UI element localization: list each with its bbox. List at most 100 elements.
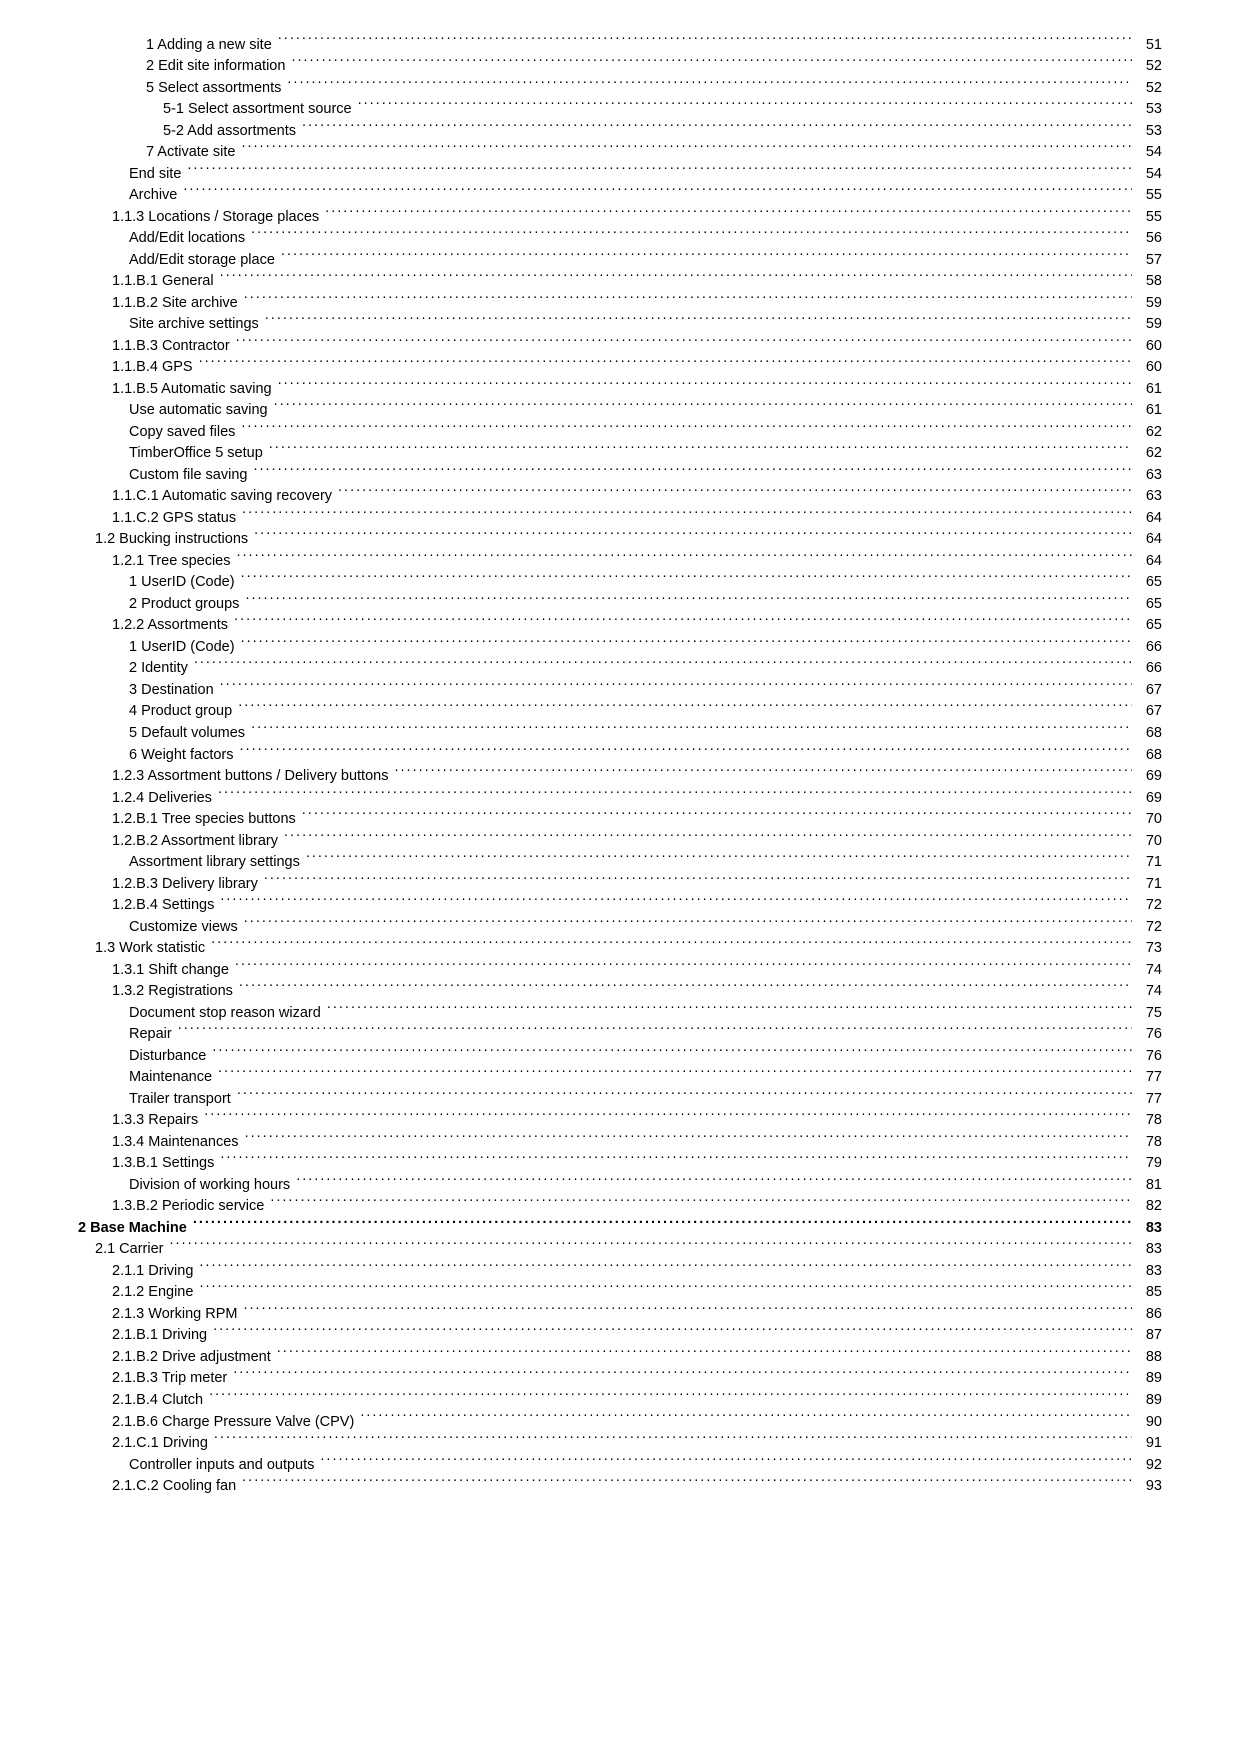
- toc-entry-page: 66: [1136, 658, 1162, 679]
- toc-entry: 2.1.1 Driving83: [78, 1260, 1162, 1282]
- toc-dot-leader: [237, 1088, 1132, 1103]
- toc-entry-page: 83: [1136, 1261, 1162, 1282]
- toc-entry-page: 67: [1136, 701, 1162, 722]
- toc-entry-page: 69: [1136, 766, 1162, 787]
- toc-entry-title: 1.2.3 Assortment buttons / Delivery butt…: [112, 766, 388, 787]
- toc-entry-title: 1.1.B.4 GPS: [112, 357, 193, 378]
- toc-entry-page: 59: [1136, 314, 1162, 335]
- toc-entry-page: 70: [1136, 831, 1162, 852]
- toc-entry: 1 UserID (Code)66: [78, 636, 1162, 658]
- toc-dot-leader: [194, 658, 1132, 673]
- toc-entry-title: 6 Weight factors: [129, 745, 234, 766]
- toc-entry-page: 69: [1136, 788, 1162, 809]
- toc-dot-leader: [213, 1325, 1132, 1340]
- toc-entry-title: 1.3 Work statistic: [95, 938, 205, 959]
- toc-entry: 1.1.B.3 Contractor60: [78, 335, 1162, 357]
- toc-entry-page: 71: [1136, 874, 1162, 895]
- toc-entry-title: 1.2.B.3 Delivery library: [112, 874, 258, 895]
- toc-dot-leader: [264, 873, 1132, 888]
- toc-entry: 1.2.B.1 Tree species buttons70: [78, 809, 1162, 831]
- toc-entry-title: 1.1.C.2 GPS status: [112, 508, 236, 529]
- toc-entry-page: 74: [1136, 981, 1162, 1002]
- toc-entry-page: 72: [1136, 917, 1162, 938]
- toc-entry-page: 61: [1136, 379, 1162, 400]
- toc-entry-title: Archive: [129, 185, 177, 206]
- toc-entry-page: 76: [1136, 1046, 1162, 1067]
- toc-entry: 1.2.B.2 Assortment library70: [78, 830, 1162, 852]
- toc-entry-page: 78: [1136, 1110, 1162, 1131]
- toc-entry-page: 64: [1136, 529, 1162, 550]
- toc-dot-leader: [242, 1476, 1132, 1491]
- toc-entry-title: 1.2.4 Deliveries: [112, 788, 212, 809]
- toc-entry-page: 59: [1136, 293, 1162, 314]
- toc-dot-leader: [235, 959, 1132, 974]
- toc-entry-page: 51: [1136, 35, 1162, 56]
- toc-entry: 1.2.2 Assortments65: [78, 615, 1162, 637]
- toc-dot-leader: [253, 464, 1132, 479]
- toc-entry-page: 77: [1136, 1089, 1162, 1110]
- toc-entry: 1.2.3 Assortment buttons / Delivery butt…: [78, 766, 1162, 788]
- toc-entry-title: 2 Base Machine: [78, 1218, 187, 1239]
- toc-entry: 2 Identity66: [78, 658, 1162, 680]
- toc-entry: 2.1.2 Engine85: [78, 1282, 1162, 1304]
- toc-entry-title: Document stop reason wizard: [129, 1003, 321, 1024]
- toc-dot-leader: [287, 77, 1132, 92]
- toc-entry-page: 62: [1136, 422, 1162, 443]
- toc-entry: 1.1.C.1 Automatic saving recovery63: [78, 486, 1162, 508]
- toc-entry-page: 83: [1136, 1218, 1162, 1239]
- toc-entry-title: Trailer transport: [129, 1089, 231, 1110]
- toc-entry-title: 5-2 Add assortments: [163, 121, 296, 142]
- toc-entry-page: 65: [1136, 594, 1162, 615]
- toc-dot-leader: [281, 249, 1132, 264]
- toc-entry-title: 4 Product group: [129, 701, 232, 722]
- toc-dot-leader: [170, 1239, 1133, 1254]
- toc-entry-page: 68: [1136, 745, 1162, 766]
- toc-entry-page: 89: [1136, 1390, 1162, 1411]
- toc-entry-title: 1.1.3 Locations / Storage places: [112, 207, 319, 228]
- toc-entry: 2 Product groups65: [78, 593, 1162, 615]
- toc-entry-title: 2.1.3 Working RPM: [112, 1304, 237, 1325]
- toc-entry-page: 89: [1136, 1368, 1162, 1389]
- toc-entry: Repair76: [78, 1024, 1162, 1046]
- toc-entry-page: 65: [1136, 615, 1162, 636]
- toc-entry-title: 1.1.B.3 Contractor: [112, 336, 230, 357]
- toc-entry: 1.3.3 Repairs78: [78, 1110, 1162, 1132]
- toc-dot-leader: [183, 185, 1132, 200]
- toc-entry-page: 92: [1136, 1455, 1162, 1476]
- toc-entry: Division of working hours81: [78, 1174, 1162, 1196]
- toc-entry-page: 67: [1136, 680, 1162, 701]
- toc-entry: 5-2 Add assortments53: [78, 120, 1162, 142]
- toc-entry: 4 Product group 67: [78, 701, 1162, 723]
- toc-entry-page: 55: [1136, 185, 1162, 206]
- toc-entry-title: 1.3.2 Registrations: [112, 981, 233, 1002]
- toc-entry: End site54: [78, 163, 1162, 185]
- toc-dot-leader: [277, 1346, 1132, 1361]
- toc-entry-title: Site archive settings: [129, 314, 259, 335]
- toc-entry-title: 1.2.1 Tree species: [112, 551, 231, 572]
- toc-dot-leader: [320, 1454, 1132, 1469]
- toc-entry-title: Copy saved files: [129, 422, 235, 443]
- toc-entry-page: 63: [1136, 486, 1162, 507]
- toc-entry-page: 93: [1136, 1476, 1162, 1497]
- toc-entry-page: 55: [1136, 207, 1162, 228]
- toc-entry-title: 3 Destination: [129, 680, 214, 701]
- toc-entry-page: 77: [1136, 1067, 1162, 1088]
- toc-entry-page: 68: [1136, 723, 1162, 744]
- toc-dot-leader: [270, 1196, 1132, 1211]
- toc-entry-page: 52: [1136, 78, 1162, 99]
- toc-dot-leader: [251, 723, 1132, 738]
- toc-entry-page: 53: [1136, 99, 1162, 120]
- toc-entry-page: 78: [1136, 1132, 1162, 1153]
- toc-entry: 2.1.C.2 Cooling fan93: [78, 1476, 1162, 1498]
- toc-dot-leader: [233, 1368, 1132, 1383]
- toc-dot-leader: [212, 1045, 1132, 1060]
- toc-entry: 2.1 Carrier83: [78, 1239, 1162, 1261]
- toc-dot-leader: [245, 1131, 1132, 1146]
- toc-dot-leader: [218, 787, 1132, 802]
- toc-entry-page: 81: [1136, 1175, 1162, 1196]
- toc-dot-leader: [211, 938, 1132, 953]
- toc-entry-title: 2.1.B.6 Charge Pressure Valve (CPV): [112, 1412, 354, 1433]
- toc-dot-leader: [220, 271, 1132, 286]
- toc-dot-leader: [243, 1303, 1132, 1318]
- toc-dot-leader: [218, 1067, 1132, 1082]
